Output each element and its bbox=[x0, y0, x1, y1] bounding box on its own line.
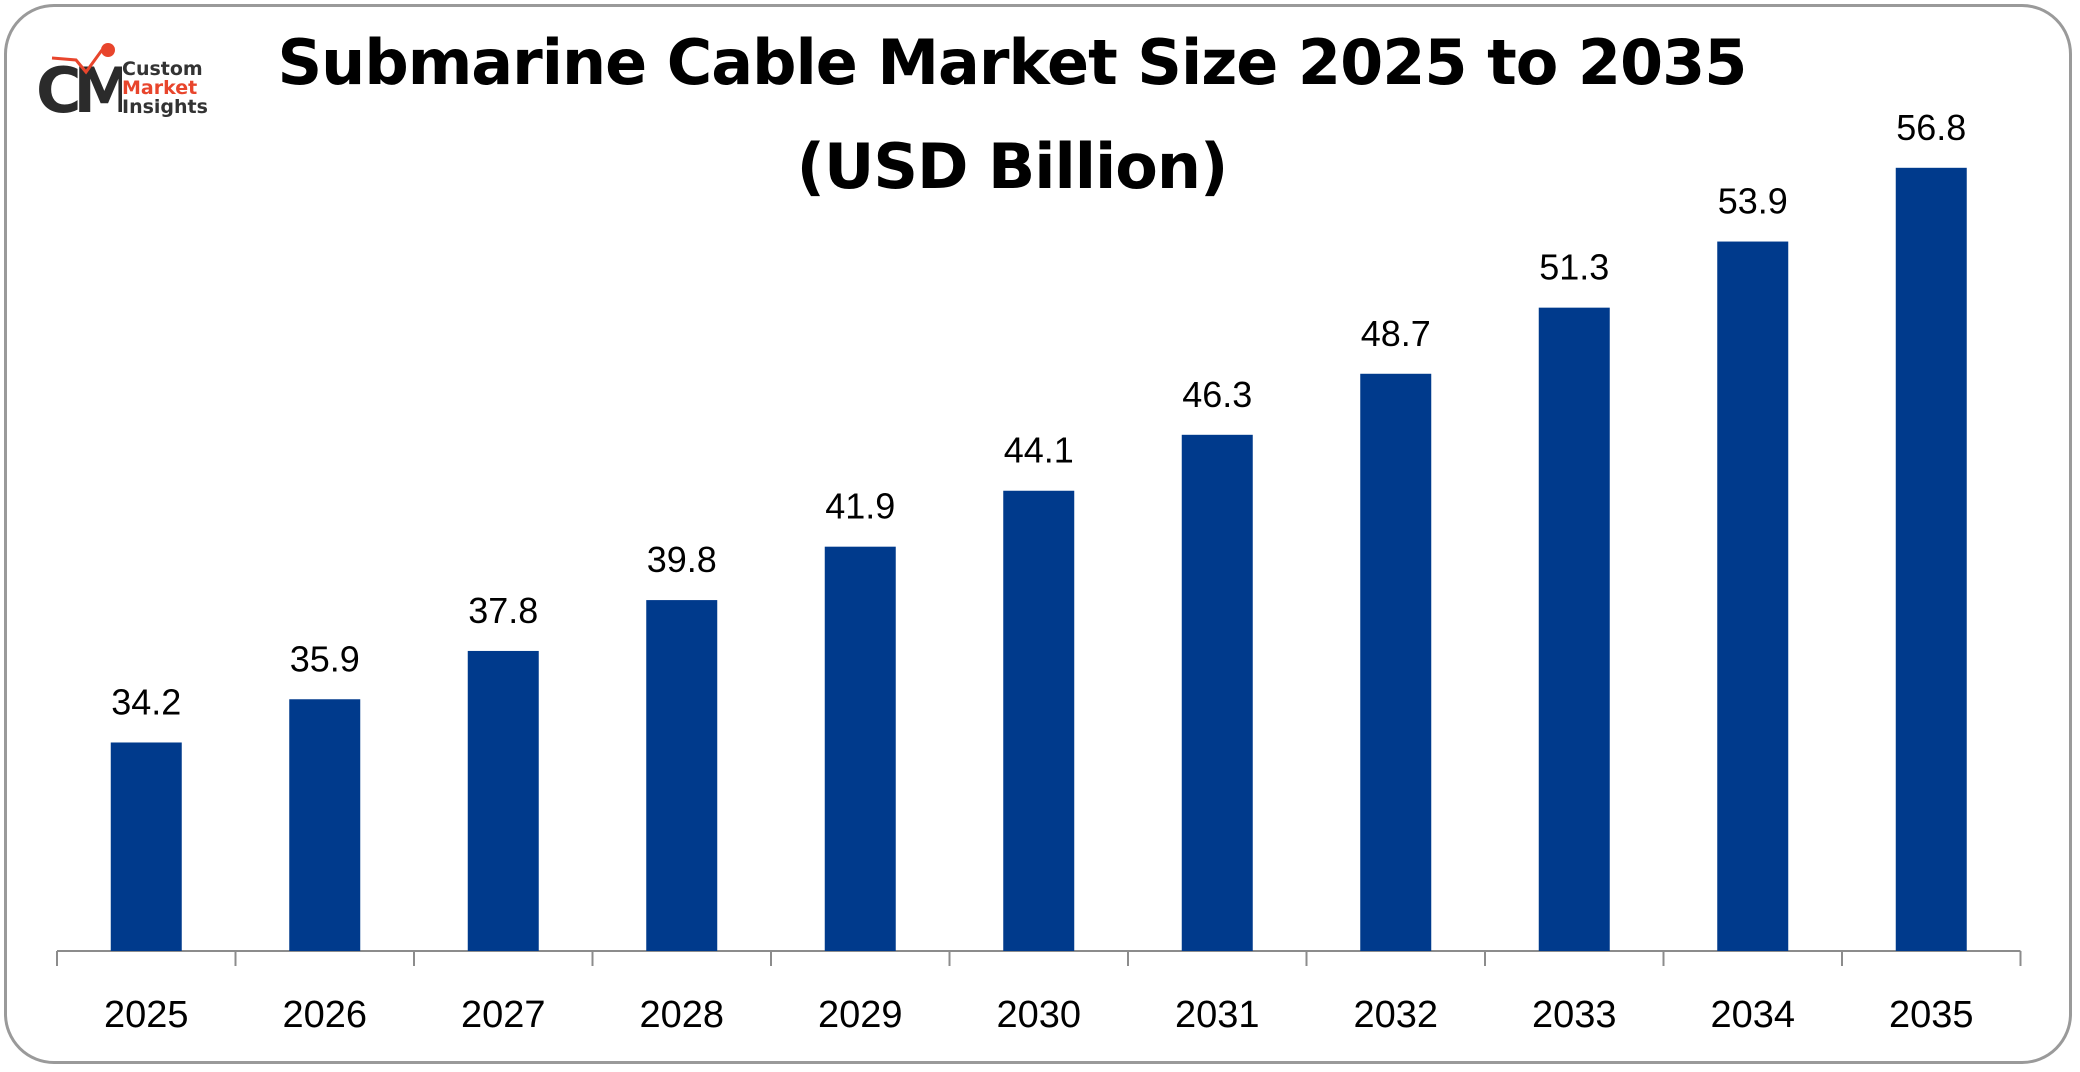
chart-frame bbox=[4, 4, 2072, 1064]
x-tick-label-2025: 2025 bbox=[104, 994, 189, 1036]
bar-2027 bbox=[467, 650, 539, 951]
x-tick-label-2026: 2026 bbox=[282, 994, 367, 1036]
x-tick-label-2031: 2031 bbox=[1175, 994, 1260, 1036]
logo-line-2: Market bbox=[122, 77, 198, 99]
logo-line-3: Insights bbox=[122, 96, 208, 118]
x-tick-label-2030: 2030 bbox=[996, 994, 1081, 1036]
logo: CM Custom Market Insights bbox=[36, 42, 216, 127]
chart-title: Submarine Cable Market Size 2025 to 2035 bbox=[277, 26, 1748, 99]
bar-2026 bbox=[289, 699, 361, 951]
bar-2033 bbox=[1538, 307, 1610, 952]
x-tick-label-2034: 2034 bbox=[1710, 994, 1795, 1036]
bar-2028 bbox=[646, 600, 718, 951]
bar-2031 bbox=[1181, 434, 1253, 951]
data-label-2035: 56.8 bbox=[1896, 107, 1966, 148]
data-label-2026: 35.9 bbox=[290, 638, 360, 679]
data-label-2027: 37.8 bbox=[468, 590, 538, 631]
data-label-2025: 34.2 bbox=[111, 681, 181, 722]
data-label-2032: 48.7 bbox=[1361, 313, 1431, 354]
x-tick-label-2033: 2033 bbox=[1532, 994, 1617, 1036]
bar-2035 bbox=[1895, 167, 1967, 952]
logo-line-1: Custom bbox=[122, 58, 203, 80]
x-tick-label-2032: 2032 bbox=[1353, 994, 1438, 1036]
x-tick-label-2028: 2028 bbox=[639, 994, 724, 1036]
bar-2030 bbox=[1003, 490, 1075, 951]
logo-mark-icon: CM bbox=[36, 43, 138, 127]
data-label-2029: 41.9 bbox=[825, 486, 895, 527]
bar-2025 bbox=[110, 742, 182, 951]
logo-text: Custom Market Insights bbox=[122, 60, 208, 117]
x-tick-label-2027: 2027 bbox=[461, 994, 546, 1036]
bar-2032 bbox=[1360, 373, 1432, 951]
x-tick-label-2029: 2029 bbox=[818, 994, 903, 1036]
data-label-2034: 53.9 bbox=[1718, 181, 1788, 222]
data-label-2031: 46.3 bbox=[1182, 374, 1252, 415]
bar-2034 bbox=[1717, 241, 1789, 952]
svg-text:CM: CM bbox=[36, 54, 122, 122]
data-label-2028: 39.8 bbox=[647, 539, 717, 580]
data-label-2033: 51.3 bbox=[1539, 247, 1609, 288]
chart-subtitle: (USD Billion) bbox=[796, 130, 1229, 203]
x-tick-label-2035: 2035 bbox=[1889, 994, 1974, 1036]
data-label-2030: 44.1 bbox=[1004, 430, 1074, 471]
bar-2029 bbox=[824, 546, 896, 951]
